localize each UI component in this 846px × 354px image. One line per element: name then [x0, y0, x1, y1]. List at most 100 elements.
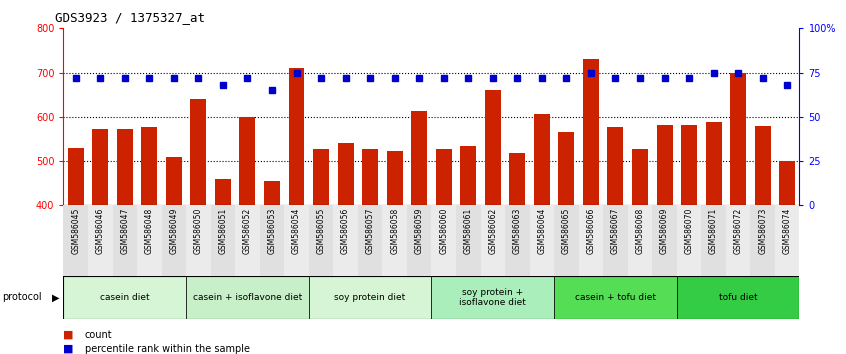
- Bar: [579, 205, 603, 276]
- Bar: [431, 205, 456, 276]
- Bar: [211, 205, 235, 276]
- Bar: [603, 205, 628, 276]
- Bar: [509, 153, 525, 205]
- Bar: [68, 148, 84, 205]
- Bar: [264, 181, 280, 205]
- Text: GSM586050: GSM586050: [194, 207, 203, 254]
- Bar: [309, 276, 431, 319]
- Bar: [779, 161, 795, 205]
- Bar: [239, 117, 255, 205]
- Bar: [215, 179, 231, 205]
- Bar: [554, 205, 579, 276]
- Bar: [607, 127, 624, 205]
- Bar: [407, 205, 431, 276]
- Text: GSM586049: GSM586049: [169, 207, 179, 254]
- Text: GSM586051: GSM586051: [218, 207, 228, 254]
- Text: ■: ■: [63, 344, 74, 354]
- Text: casein + isoflavone diet: casein + isoflavone diet: [193, 293, 302, 302]
- Text: GSM586053: GSM586053: [267, 207, 277, 254]
- Text: casein + tofu diet: casein + tofu diet: [575, 293, 656, 302]
- Text: GSM586070: GSM586070: [684, 207, 694, 254]
- Bar: [485, 90, 501, 205]
- Bar: [288, 68, 305, 205]
- Bar: [338, 143, 354, 205]
- Text: GSM586061: GSM586061: [464, 207, 473, 254]
- Text: tofu diet: tofu diet: [719, 293, 757, 302]
- Bar: [775, 205, 799, 276]
- Bar: [63, 205, 88, 276]
- Text: ▶: ▶: [52, 292, 60, 302]
- Text: GDS3923 / 1375327_at: GDS3923 / 1375327_at: [55, 11, 205, 24]
- Text: casein diet: casein diet: [100, 293, 150, 302]
- Bar: [755, 126, 771, 205]
- Bar: [313, 149, 329, 205]
- Text: percentile rank within the sample: percentile rank within the sample: [85, 344, 250, 354]
- Bar: [706, 122, 722, 205]
- Bar: [166, 156, 182, 205]
- Bar: [411, 111, 427, 205]
- Text: GSM586057: GSM586057: [365, 207, 375, 254]
- Bar: [141, 127, 157, 205]
- Text: GSM586074: GSM586074: [783, 207, 792, 254]
- Text: GSM586056: GSM586056: [341, 207, 350, 254]
- Text: GSM586047: GSM586047: [120, 207, 129, 254]
- Text: GSM586068: GSM586068: [635, 207, 645, 254]
- Bar: [554, 276, 677, 319]
- Bar: [235, 205, 260, 276]
- Bar: [460, 145, 476, 205]
- Bar: [137, 205, 162, 276]
- Bar: [88, 205, 113, 276]
- Text: GSM586062: GSM586062: [488, 207, 497, 254]
- Text: GSM586060: GSM586060: [439, 207, 448, 254]
- Bar: [681, 125, 697, 205]
- Text: GSM586055: GSM586055: [316, 207, 326, 254]
- Bar: [186, 276, 309, 319]
- Bar: [387, 151, 403, 205]
- Bar: [534, 114, 550, 205]
- Bar: [92, 129, 108, 205]
- Text: GSM586069: GSM586069: [660, 207, 669, 254]
- Bar: [628, 205, 652, 276]
- Text: GSM586071: GSM586071: [709, 207, 718, 254]
- Bar: [632, 149, 648, 205]
- Bar: [190, 99, 206, 205]
- Text: ■: ■: [63, 330, 74, 339]
- Text: protocol: protocol: [2, 292, 41, 302]
- Bar: [456, 205, 481, 276]
- Bar: [677, 205, 701, 276]
- Bar: [652, 205, 677, 276]
- Bar: [436, 149, 452, 205]
- Bar: [162, 205, 186, 276]
- Bar: [186, 205, 211, 276]
- Bar: [481, 205, 505, 276]
- Bar: [583, 59, 599, 205]
- Text: GSM586072: GSM586072: [733, 207, 743, 254]
- Bar: [726, 205, 750, 276]
- Bar: [677, 276, 799, 319]
- Bar: [333, 205, 358, 276]
- Text: GSM586063: GSM586063: [513, 207, 522, 254]
- Bar: [558, 132, 574, 205]
- Text: GSM586059: GSM586059: [415, 207, 424, 254]
- Bar: [113, 205, 137, 276]
- Bar: [656, 125, 673, 205]
- Bar: [358, 205, 382, 276]
- Text: count: count: [85, 330, 113, 339]
- Bar: [701, 205, 726, 276]
- Bar: [284, 205, 309, 276]
- Bar: [505, 205, 530, 276]
- Text: GSM586046: GSM586046: [96, 207, 105, 254]
- Text: GSM586073: GSM586073: [758, 207, 767, 254]
- Text: GSM586064: GSM586064: [537, 207, 547, 254]
- Bar: [309, 205, 333, 276]
- Text: GSM586058: GSM586058: [390, 207, 399, 254]
- Bar: [63, 276, 186, 319]
- Bar: [530, 205, 554, 276]
- Text: GSM586066: GSM586066: [586, 207, 596, 254]
- Bar: [750, 205, 775, 276]
- Bar: [362, 149, 378, 205]
- Bar: [431, 276, 554, 319]
- Text: GSM586065: GSM586065: [562, 207, 571, 254]
- Bar: [730, 73, 746, 205]
- Text: GSM586054: GSM586054: [292, 207, 301, 254]
